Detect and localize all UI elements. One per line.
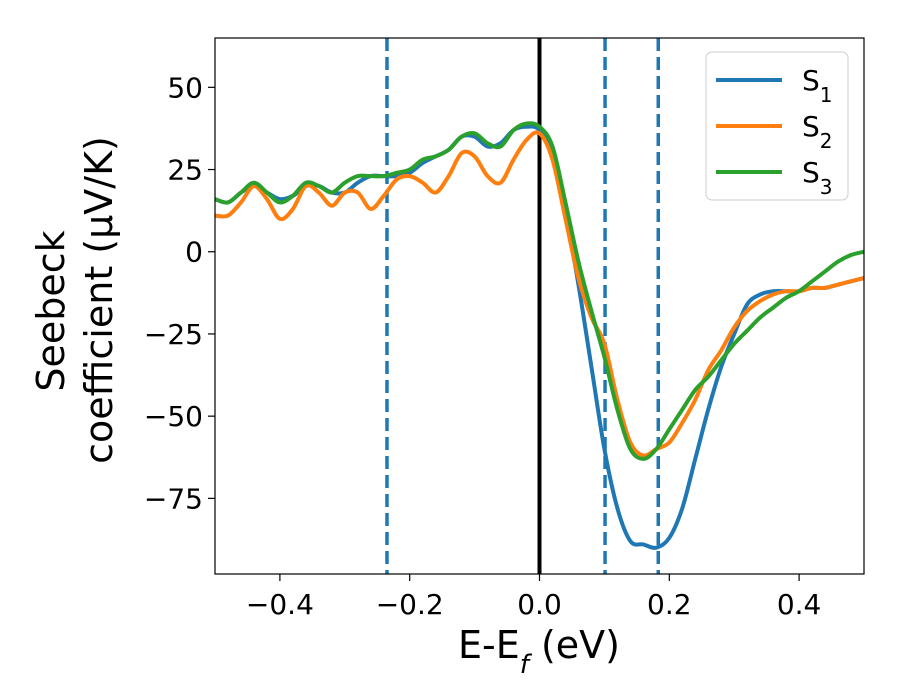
legend-label-s2: S2 xyxy=(802,110,833,153)
y-tick-label: 25 xyxy=(167,154,203,187)
y-tick-label: −75 xyxy=(144,482,203,515)
legend-label-s3: S3 xyxy=(802,156,833,199)
x-axis-label: E-Ef (eV) xyxy=(458,623,620,680)
x-tick-label: 0.2 xyxy=(647,588,692,621)
y-tick-label: 50 xyxy=(167,71,203,104)
x-axis-ticks: −0.4 −0.2 0.0 0.2 0.4 xyxy=(246,574,821,621)
series-lines xyxy=(215,121,864,550)
reference-lines xyxy=(385,38,661,574)
y-tick-label: −50 xyxy=(144,400,203,433)
x-tick-label: 0.0 xyxy=(517,588,562,621)
series-line-s3 xyxy=(215,121,864,461)
y-axis-label-line2: coefficient (μV/K) xyxy=(77,136,121,464)
series-line-s2 xyxy=(215,130,864,458)
y-tick-label: 0 xyxy=(185,236,203,269)
x-tick-label: −0.2 xyxy=(376,588,444,621)
x-tick-label: −0.4 xyxy=(246,588,314,621)
y-axis-ticks: 50 25 0 −25 −50 −75 xyxy=(144,71,215,515)
x-tick-label: 0.4 xyxy=(777,588,822,621)
legend-label-s1: S1 xyxy=(802,64,833,107)
y-tick-label: −25 xyxy=(144,318,203,351)
y-axis-label-line1: Seebeck xyxy=(29,230,73,391)
